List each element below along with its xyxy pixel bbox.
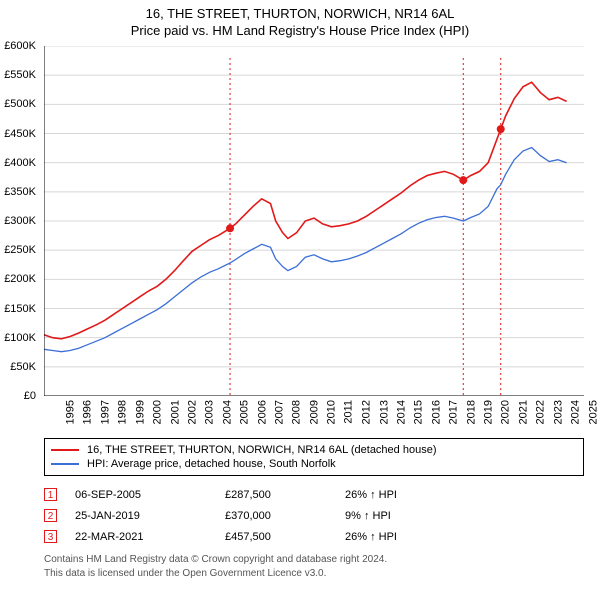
sale-row: 3 22-MAR-2021£457,50026% ↑ HPI — [44, 526, 584, 547]
x-axis-label: 2000 — [152, 400, 164, 424]
x-axis-label: 2008 — [291, 400, 303, 424]
y-axis-label: £200K — [4, 273, 36, 285]
x-axis-label: 1996 — [82, 400, 94, 424]
x-axis-label: 2005 — [239, 400, 251, 424]
y-axis-label: £150K — [4, 303, 36, 315]
legend-label: 16, THE STREET, THURTON, NORWICH, NR14 6… — [87, 444, 436, 456]
y-axis-label: £550K — [4, 69, 36, 81]
title-block: 16, THE STREET, THURTON, NORWICH, NR14 6… — [0, 0, 600, 38]
y-axis-label: £0 — [24, 390, 36, 402]
y-axis-label: £400K — [4, 157, 36, 169]
x-axis-label: 1995 — [64, 400, 76, 424]
sale-row-marker: 2 — [44, 509, 57, 522]
y-axis-label: £300K — [4, 215, 36, 227]
sale-date: 22-MAR-2021 — [75, 531, 225, 543]
sale-price: £457,500 — [225, 531, 345, 543]
x-axis-label: 2002 — [186, 400, 198, 424]
sale-price: £370,000 — [225, 510, 345, 522]
x-axis-label: 2006 — [256, 400, 268, 424]
x-axis-label: 2016 — [430, 400, 442, 424]
x-axis-label: 2015 — [413, 400, 425, 424]
x-axis-label: 2021 — [517, 400, 529, 424]
x-axis-label: 1998 — [117, 400, 129, 424]
sale-row-marker: 1 — [44, 488, 57, 501]
x-axis-label: 1999 — [134, 400, 146, 424]
sale-row: 2 25-JAN-2019£370,0009% ↑ HPI — [44, 505, 584, 526]
y-axis-label: £450K — [4, 128, 36, 140]
chart-subtitle: Price paid vs. HM Land Registry's House … — [0, 23, 600, 38]
legend-item: 16, THE STREET, THURTON, NORWICH, NR14 6… — [51, 443, 577, 457]
x-axis-label: 2007 — [274, 400, 286, 424]
sales-table: 106-SEP-2005£287,50026% ↑ HPI225-JAN-201… — [44, 484, 584, 547]
chart-plot-area: £0£50K£100K£150K£200K£250K£300K£350K£400… — [44, 46, 584, 396]
attribution-line: Contains HM Land Registry data © Crown c… — [44, 553, 584, 567]
x-axis-label: 2010 — [326, 400, 338, 424]
sale-price: £287,500 — [225, 489, 345, 501]
legend-swatch — [51, 463, 79, 465]
x-axis-label: 2014 — [395, 400, 407, 424]
sale-vs-hpi: 26% ↑ HPI — [345, 489, 465, 501]
y-axis-label: £50K — [10, 361, 36, 373]
y-axis-label: £350K — [4, 186, 36, 198]
y-axis-label: £250K — [4, 244, 36, 256]
chart-svg — [44, 46, 584, 396]
legend-item: HPI: Average price, detached house, Sout… — [51, 457, 577, 471]
x-axis-label: 2022 — [535, 400, 547, 424]
legend-swatch — [51, 449, 79, 451]
attribution-text: Contains HM Land Registry data © Crown c… — [44, 553, 584, 580]
legend-label: HPI: Average price, detached house, Sout… — [87, 458, 336, 470]
sale-date: 25-JAN-2019 — [75, 510, 225, 522]
sale-row-marker: 3 — [44, 530, 57, 543]
legend-box: 16, THE STREET, THURTON, NORWICH, NR14 6… — [44, 438, 584, 476]
x-axis-label: 2019 — [483, 400, 495, 424]
y-axis-label: £500K — [4, 98, 36, 110]
x-axis-label: 2013 — [378, 400, 390, 424]
x-axis-label: 2017 — [448, 400, 460, 424]
sale-vs-hpi: 26% ↑ HPI — [345, 531, 465, 543]
x-axis-label: 2020 — [500, 400, 512, 424]
sale-date: 06-SEP-2005 — [75, 489, 225, 501]
x-axis-label: 2023 — [552, 400, 564, 424]
x-axis-label: 2003 — [204, 400, 216, 424]
x-axis-label: 1997 — [99, 400, 111, 424]
attribution-line: This data is licensed under the Open Gov… — [44, 567, 584, 581]
y-axis-label: £600K — [4, 40, 36, 52]
chart-title: 16, THE STREET, THURTON, NORWICH, NR14 6… — [0, 6, 600, 21]
x-axis-label: 2011 — [342, 400, 354, 424]
x-axis-label: 2009 — [308, 400, 320, 424]
y-axis-label: £100K — [4, 332, 36, 344]
x-axis-label: 2025 — [587, 400, 599, 424]
sale-marker-dot — [226, 224, 234, 232]
x-axis-label: 2004 — [221, 400, 233, 424]
sale-marker-dot — [459, 176, 467, 184]
sale-vs-hpi: 9% ↑ HPI — [345, 510, 465, 522]
sale-marker-dot — [497, 125, 505, 133]
x-axis-label: 2024 — [570, 400, 582, 424]
x-axis-label: 2018 — [465, 400, 477, 424]
x-axis-label: 2001 — [169, 400, 181, 424]
sale-row: 1 06-SEP-2005£287,50026% ↑ HPI — [44, 484, 584, 505]
x-axis-label: 2012 — [361, 400, 373, 424]
